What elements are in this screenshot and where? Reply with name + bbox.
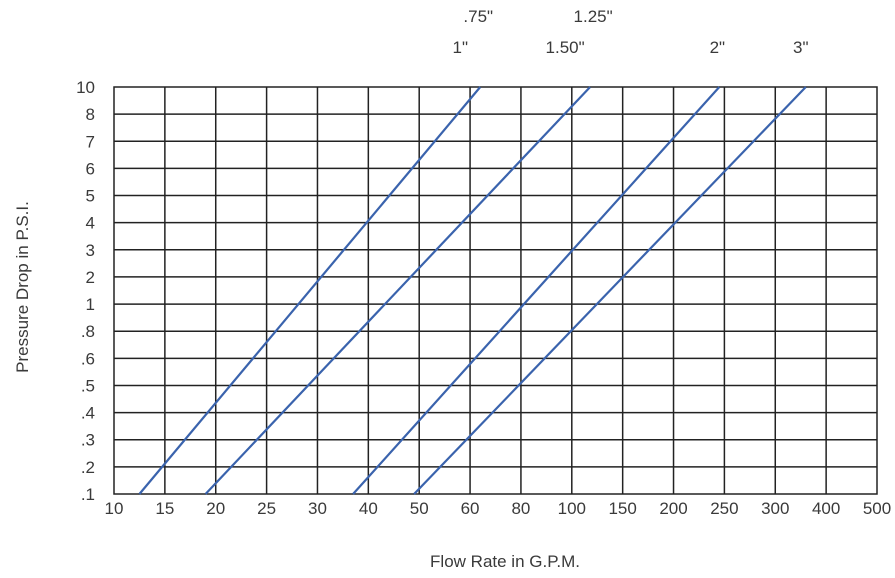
x-tick-label: 150 — [608, 499, 636, 518]
x-tick-label: 60 — [461, 499, 480, 518]
series-label-bottom: 2" — [710, 38, 726, 57]
plot-frame — [113, 86, 878, 495]
series-label-bottom: 1" — [452, 38, 468, 57]
x-tick-label: 50 — [410, 499, 429, 518]
x-tick-label: 15 — [155, 499, 174, 518]
chart-grid — [113, 86, 878, 495]
y-tick-label: 4 — [86, 214, 95, 233]
y-axis-title: Pressure Drop in P.S.I. — [13, 201, 32, 373]
y-tick-label: 2 — [86, 268, 95, 287]
series-label-bottom: 3" — [793, 38, 809, 57]
x-tick-label: 500 — [863, 499, 891, 518]
y-tick-label: .1 — [81, 485, 95, 504]
y-tick-label: 7 — [86, 132, 95, 151]
series-line — [138, 86, 482, 495]
y-tick-label: .8 — [81, 322, 95, 341]
y-tick-label: .5 — [81, 376, 95, 395]
y-axis-ticks: .1 .2 .3 .4 .5 .6 .8 1 2 3 4 5 6 7 8 10 — [76, 78, 95, 504]
x-tick-label: 250 — [710, 499, 738, 518]
x-tick-label: 200 — [659, 499, 687, 518]
series-line — [352, 86, 721, 495]
chart-series-lines — [138, 86, 807, 495]
y-tick-label: .6 — [81, 349, 95, 368]
series-line — [413, 86, 807, 495]
y-tick-label: 1 — [86, 295, 95, 314]
x-tick-label: 300 — [761, 499, 789, 518]
x-tick-label: 20 — [206, 499, 225, 518]
y-tick-label: .3 — [81, 431, 95, 450]
x-tick-label: 80 — [511, 499, 530, 518]
y-tick-label: 8 — [86, 105, 95, 124]
y-tick-label: 5 — [86, 187, 95, 206]
x-tick-label: 400 — [812, 499, 840, 518]
series-label-top: 1.25" — [574, 7, 613, 26]
x-tick-label: 25 — [257, 499, 276, 518]
y-tick-label: .2 — [81, 458, 95, 477]
y-tick-label: 10 — [76, 78, 95, 97]
series-labels: .75" 1" 1.25" 1.50" 2" 3" — [452, 7, 808, 57]
series-label-bottom: 1.50" — [546, 38, 585, 57]
x-tick-label: 40 — [359, 499, 378, 518]
x-axis-title: Flow Rate in G.P.M. — [430, 552, 580, 571]
x-axis-ticks: 10 15 20 25 30 40 50 60 80 100 150 200 250 300 400 500 — [105, 499, 892, 518]
series-label-top: .75" — [463, 7, 493, 26]
y-tick-label: 6 — [86, 159, 95, 178]
x-tick-label: 10 — [105, 499, 124, 518]
series-line — [204, 86, 591, 495]
y-tick-label: 3 — [86, 241, 95, 260]
y-tick-label: .4 — [81, 404, 95, 423]
x-tick-label: 30 — [308, 499, 327, 518]
x-tick-label: 100 — [558, 499, 586, 518]
